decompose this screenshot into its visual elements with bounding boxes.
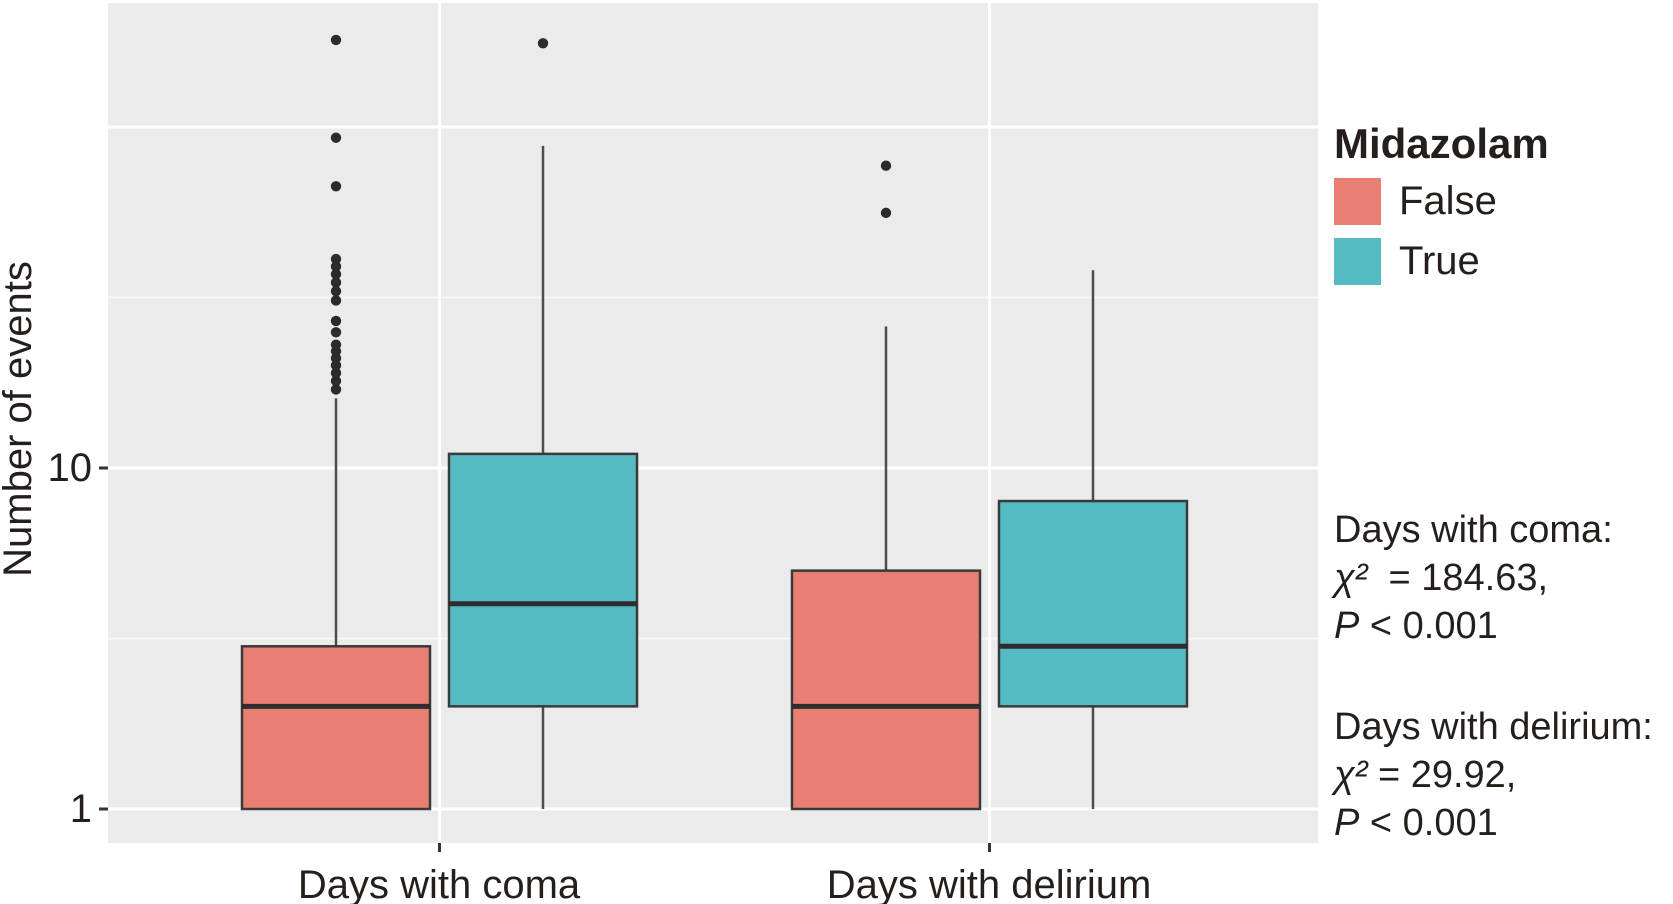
- y-tick-label-10: 10: [47, 446, 93, 490]
- x-tick-label-coma: Days with coma: [297, 863, 581, 904]
- outlier-dot-false-0: [330, 367, 342, 379]
- p-symbol: P: [1334, 605, 1360, 647]
- p-value: < 0.001: [1359, 605, 1498, 647]
- box-false-1: [790, 569, 982, 811]
- annotation-coma-chi: χ² = 184.63,: [1334, 554, 1613, 602]
- y-axis-title: Number of events: [0, 261, 40, 577]
- legend-title: Midazolam: [1334, 120, 1549, 167]
- outlier-dot-false-0: [330, 315, 342, 327]
- outlier-dot-false-0: [330, 360, 342, 371]
- outlier-dot-false-0: [330, 375, 342, 387]
- outlier-dot-false-0: [330, 261, 342, 272]
- outlier-dot-false-0: [330, 339, 342, 350]
- box-true-1: [997, 499, 1189, 708]
- annotation-coma-p: P < 0.001: [1334, 602, 1613, 650]
- chi-squared-value: = 29.92,: [1367, 754, 1517, 796]
- legend-swatch-true-icon: [1334, 238, 1381, 285]
- outlier-dot-false-0: [330, 277, 342, 288]
- box-true-0: [447, 452, 639, 708]
- p-symbol: P: [1334, 802, 1360, 844]
- annotation-delirium-p: P < 0.001: [1334, 799, 1653, 847]
- legend-entry-false: False: [1334, 178, 1549, 225]
- outlier-dot-true-0: [537, 38, 549, 49]
- y-tick-label-1: 1: [69, 787, 92, 831]
- outlier-dot-false-1: [880, 160, 892, 171]
- outlier-dot-false-0: [330, 269, 342, 280]
- annotation-delirium-chi: χ² = 29.92,: [1334, 751, 1653, 799]
- box-false-0: [240, 645, 432, 811]
- outlier-dot-false-1: [880, 207, 892, 219]
- outlier-dot-false-0: [330, 295, 342, 306]
- chi-squared-symbol: χ²: [1334, 754, 1368, 796]
- annotation-coma-heading: Days with coma:: [1334, 509, 1613, 551]
- legend-label-true: True: [1399, 239, 1480, 283]
- annotation-coma: Days with coma: χ² = 184.63, P < 0.001: [1334, 506, 1613, 650]
- chi-squared-value: = 184.63,: [1367, 557, 1549, 599]
- legend-label-false: False: [1399, 179, 1497, 223]
- chi-squared-symbol: χ²: [1334, 557, 1368, 599]
- legend-entry-true: True: [1334, 238, 1549, 285]
- annotation-delirium: Days with delirium: χ² = 29.92, P < 0.00…: [1334, 703, 1653, 847]
- annotation-delirium-heading: Days with delirium:: [1334, 706, 1653, 748]
- outlier-dot-false-0: [330, 327, 342, 338]
- outlier-dot-false-0: [330, 285, 342, 297]
- p-value: < 0.001: [1359, 802, 1498, 844]
- outlier-dot-false-0: [330, 34, 342, 46]
- outlier-dot-false-0: [330, 181, 342, 192]
- legend-swatch-false-icon: [1334, 178, 1381, 225]
- outlier-dot-false-0: [330, 253, 342, 265]
- outlier-dot-false-0: [330, 384, 342, 395]
- outlier-dot-false-0: [330, 132, 342, 143]
- x-tick-label-delirium: Days with delirium: [826, 863, 1152, 904]
- legend: Midazolam False True: [1334, 122, 1549, 298]
